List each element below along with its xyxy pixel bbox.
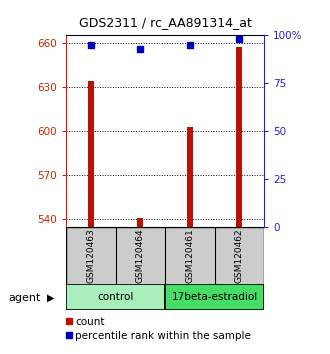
Text: 17beta-estradiol: 17beta-estradiol xyxy=(171,292,258,302)
Text: GSM120462: GSM120462 xyxy=(235,228,244,283)
Text: control: control xyxy=(97,292,134,302)
Text: GSM120463: GSM120463 xyxy=(86,228,95,283)
Text: GSM120464: GSM120464 xyxy=(136,228,145,283)
Text: ▶: ▶ xyxy=(48,293,55,303)
Bar xyxy=(88,81,94,227)
Bar xyxy=(137,218,143,227)
Bar xyxy=(187,127,193,227)
Text: count: count xyxy=(75,317,105,327)
Text: GSM120461: GSM120461 xyxy=(185,228,194,283)
Text: percentile rank within the sample: percentile rank within the sample xyxy=(75,331,251,341)
Text: GDS2311 / rc_AA891314_at: GDS2311 / rc_AA891314_at xyxy=(79,17,251,29)
Bar xyxy=(236,47,242,227)
Bar xyxy=(165,284,264,310)
Text: agent: agent xyxy=(8,293,41,303)
Bar xyxy=(66,284,165,310)
